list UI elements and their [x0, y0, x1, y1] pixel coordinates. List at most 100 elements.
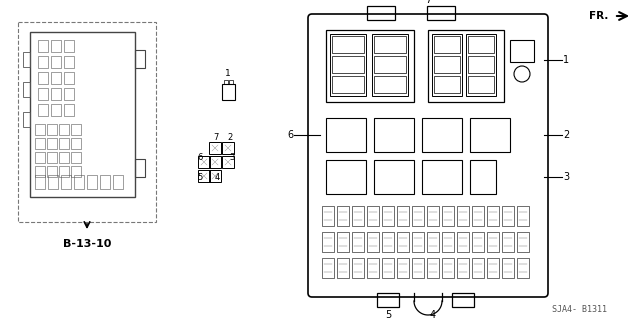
Bar: [517, 258, 529, 278]
Text: 5: 5: [385, 310, 391, 319]
Bar: [332, 36, 364, 53]
Bar: [367, 206, 379, 226]
Bar: [51, 56, 61, 68]
Bar: [468, 36, 494, 53]
Bar: [35, 175, 45, 189]
Text: 1: 1: [563, 55, 569, 65]
Bar: [472, 206, 484, 226]
Bar: [64, 72, 74, 84]
Bar: [198, 156, 210, 168]
Bar: [23, 52, 30, 67]
Bar: [468, 76, 494, 93]
Bar: [222, 142, 234, 154]
Bar: [502, 232, 514, 252]
Bar: [510, 40, 534, 62]
Bar: [59, 124, 69, 135]
Text: FR.: FR.: [589, 11, 608, 21]
Bar: [427, 258, 439, 278]
Text: 3: 3: [229, 153, 235, 162]
Bar: [35, 138, 45, 149]
Bar: [38, 104, 48, 116]
Text: 4: 4: [214, 174, 220, 182]
Bar: [135, 159, 145, 177]
Bar: [374, 56, 406, 73]
Bar: [18, 22, 156, 222]
Bar: [397, 258, 409, 278]
Bar: [434, 36, 460, 53]
Bar: [64, 104, 74, 116]
Bar: [30, 32, 135, 197]
Text: 2: 2: [227, 133, 232, 143]
Bar: [64, 56, 74, 68]
Bar: [517, 206, 529, 226]
Bar: [352, 258, 364, 278]
Bar: [209, 170, 221, 182]
Bar: [47, 138, 57, 149]
Bar: [382, 258, 394, 278]
Bar: [209, 142, 221, 154]
Bar: [442, 232, 454, 252]
Bar: [470, 160, 496, 194]
Bar: [367, 232, 379, 252]
Bar: [372, 34, 408, 96]
Bar: [221, 84, 234, 100]
Bar: [326, 160, 366, 194]
Text: 7: 7: [425, 0, 431, 5]
Bar: [332, 76, 364, 93]
Bar: [470, 118, 510, 152]
Text: 3: 3: [563, 172, 569, 182]
Bar: [38, 72, 48, 84]
Bar: [51, 40, 61, 52]
Bar: [457, 206, 469, 226]
Bar: [113, 175, 123, 189]
Bar: [47, 152, 57, 163]
Bar: [457, 232, 469, 252]
Bar: [468, 56, 494, 73]
Bar: [332, 56, 364, 73]
Bar: [100, 175, 110, 189]
Text: 2: 2: [563, 130, 569, 140]
Bar: [198, 170, 210, 182]
Text: 6: 6: [197, 153, 203, 162]
Bar: [487, 232, 499, 252]
Bar: [64, 88, 74, 100]
Bar: [222, 156, 234, 168]
Bar: [432, 34, 462, 96]
Bar: [326, 30, 414, 102]
Bar: [59, 152, 69, 163]
Bar: [47, 166, 57, 177]
Bar: [51, 72, 61, 84]
Bar: [374, 76, 406, 93]
Bar: [51, 104, 61, 116]
Bar: [422, 118, 462, 152]
Bar: [71, 138, 81, 149]
Bar: [330, 34, 366, 96]
Bar: [397, 232, 409, 252]
Bar: [427, 6, 455, 20]
Bar: [47, 124, 57, 135]
Bar: [428, 30, 504, 102]
Bar: [434, 76, 460, 93]
Text: 1: 1: [225, 70, 231, 78]
Bar: [412, 258, 424, 278]
Bar: [487, 258, 499, 278]
Bar: [427, 206, 439, 226]
Text: 5: 5: [197, 174, 203, 182]
Bar: [442, 258, 454, 278]
Bar: [64, 40, 74, 52]
Bar: [377, 293, 399, 307]
Bar: [422, 160, 462, 194]
Bar: [38, 88, 48, 100]
Bar: [397, 206, 409, 226]
Bar: [135, 50, 145, 68]
Bar: [71, 166, 81, 177]
Bar: [51, 88, 61, 100]
Bar: [322, 206, 334, 226]
Bar: [59, 138, 69, 149]
Bar: [472, 232, 484, 252]
Bar: [487, 206, 499, 226]
Bar: [326, 118, 366, 152]
Bar: [35, 152, 45, 163]
Bar: [61, 175, 71, 189]
Bar: [457, 258, 469, 278]
